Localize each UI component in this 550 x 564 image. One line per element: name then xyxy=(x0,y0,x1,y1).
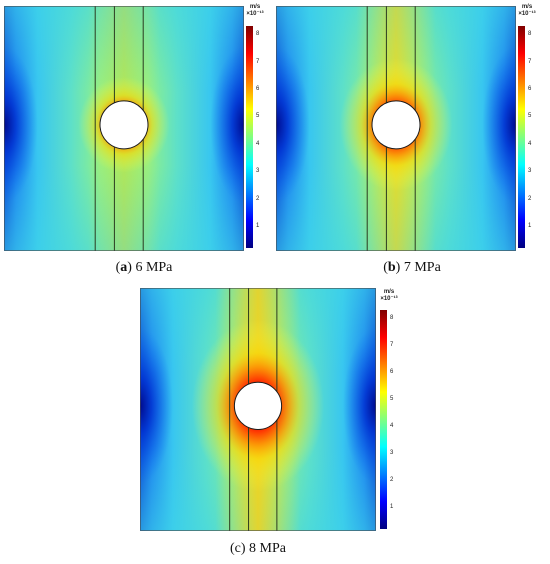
contour-svg-b xyxy=(276,6,516,251)
colorbar-tick-label: 7 xyxy=(528,58,532,65)
low-velocity-lobe-left xyxy=(276,46,310,204)
contour-plot-a xyxy=(4,6,244,251)
colorbar-tick-label: 4 xyxy=(256,140,260,147)
colorbar-b xyxy=(518,26,525,248)
borehole xyxy=(233,381,283,430)
plot-frame xyxy=(276,6,516,251)
colorbar-tick-label: 3 xyxy=(256,168,260,175)
colorbar-tick-label: 5 xyxy=(390,396,394,403)
colorbar-tick-label: 2 xyxy=(528,195,532,202)
colorbar-tick-label: 7 xyxy=(256,58,260,65)
colorbar-tick-label: 1 xyxy=(528,223,532,230)
colorbar-unit-b: m/s ×10⁻¹³ xyxy=(518,4,536,17)
low-velocity-lobe-left xyxy=(140,328,174,484)
colorbar-tick-label: 4 xyxy=(390,423,394,430)
low-velocity-lobe-right xyxy=(342,328,376,484)
colorbar-tick-label: 3 xyxy=(390,450,394,457)
colorbar-c xyxy=(380,310,387,529)
borehole xyxy=(99,100,149,150)
colorbar-tick-label: 6 xyxy=(256,86,260,93)
low-velocity-lobe-right xyxy=(210,46,244,204)
caption-b: (b) 7 MPa xyxy=(383,260,441,275)
colorbar-tick-label: 6 xyxy=(390,369,394,376)
colorbar-tick-label: 1 xyxy=(390,504,394,511)
colorbar-tick-label: 5 xyxy=(528,113,532,120)
colorbar-tick-label: 8 xyxy=(528,31,532,38)
caption-a: (a) 6 MPa xyxy=(115,260,173,275)
colorbar-tick-label: 6 xyxy=(528,86,532,93)
colorbar-unit-c: m/s ×10⁻¹³ xyxy=(380,289,398,302)
colorbar-tick-label: 2 xyxy=(390,477,394,484)
contour-plot-c xyxy=(140,288,376,531)
colorbar-tick-label: 8 xyxy=(390,315,394,322)
contour-plot-b xyxy=(276,6,516,251)
caption-c: (c) 8 MPa xyxy=(229,541,286,556)
colorbar-tick-label: 2 xyxy=(256,195,260,202)
colorbar-a xyxy=(246,26,253,248)
colorbar-unit-a: m/s ×10⁻¹³ xyxy=(246,4,264,17)
contour-svg-c xyxy=(140,288,376,531)
colorbar-tick-label: 7 xyxy=(390,342,394,349)
colorbar-tick-label: 4 xyxy=(528,140,532,147)
low-velocity-lobe-right xyxy=(482,46,516,204)
borehole xyxy=(371,100,421,150)
low-velocity-lobe-left xyxy=(4,46,38,204)
contour-svg-a xyxy=(4,6,244,251)
colorbar-tick-label: 1 xyxy=(256,223,260,230)
colorbar-tick-label: 3 xyxy=(528,168,532,175)
plot-frame xyxy=(4,6,244,251)
colorbar-tick-label: 5 xyxy=(256,113,260,120)
plot-frame xyxy=(140,288,376,531)
colorbar-tick-label: 8 xyxy=(256,31,260,38)
